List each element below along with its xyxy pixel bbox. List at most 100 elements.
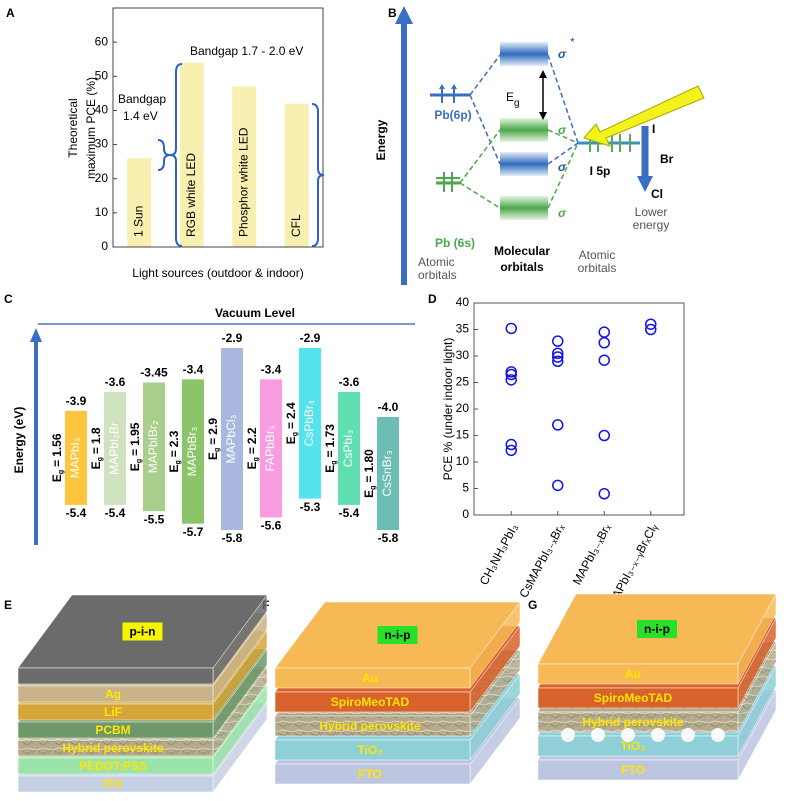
chart-title: Vacuum Level: [215, 306, 295, 320]
molecular-orbital: [500, 42, 548, 66]
bandgap-value: 1.95: [128, 422, 142, 446]
bar: [284, 103, 309, 247]
layer-label: Hybrid perovskite: [582, 715, 684, 729]
layer-label: TiO₂: [620, 739, 645, 753]
value-label: -2.9: [222, 331, 243, 345]
value-label: -3.45: [140, 366, 168, 380]
halide-label: Br: [660, 152, 674, 166]
dashed-line: [469, 94, 501, 165]
point: [505, 374, 517, 386]
value-label: -5.8: [222, 531, 243, 545]
y-axis-label: PCE % (under indoor light): [441, 338, 455, 481]
bandgap-value: 1.56: [50, 433, 64, 457]
annotation: Bandgap: [118, 92, 166, 106]
bandgap-subscript: g: [331, 460, 338, 464]
axis-label: Energy: [374, 119, 388, 160]
x-tick-label: MAPbI₃₋ₓBrₓ: [570, 521, 614, 587]
bandgap-subscript: g: [292, 432, 299, 436]
star-label: *: [570, 35, 575, 49]
layer-label: Au: [625, 667, 641, 681]
sigma-label: σ: [558, 123, 567, 137]
orbital-label: I 5p: [590, 164, 611, 178]
bandgap-symbol: E: [128, 463, 142, 471]
layer-front: [274, 691, 471, 713]
band-bar: [182, 379, 204, 524]
panel-label: D: [428, 292, 437, 306]
architecture-label: n-i-p: [385, 628, 411, 642]
point: [645, 318, 657, 330]
material-label: CsPbI₃: [341, 430, 355, 468]
bar: [127, 158, 152, 247]
bandgap-subscript: g: [253, 457, 260, 461]
bandgap-equals: =: [284, 422, 298, 429]
point: [552, 355, 564, 368]
architecture-badge: [122, 622, 163, 641]
energy-arrowhead: [30, 328, 42, 342]
value-label: -2.9: [300, 331, 321, 345]
y-tick-label: 40: [95, 103, 109, 117]
brace: [157, 139, 171, 171]
layer-front: [274, 715, 471, 737]
layer-front: [537, 759, 739, 781]
value-label: -5.5: [144, 512, 165, 526]
bar: [179, 62, 204, 247]
value-label: -5.6: [261, 519, 282, 533]
brace: [311, 103, 325, 247]
pore: [561, 728, 575, 742]
bandgap-label: Eg = 1.95: [128, 422, 143, 471]
y-axis-label: maximum PCE (%): [84, 77, 98, 179]
band-bar: [260, 379, 282, 518]
layer-label: SpiroMeoTAD: [594, 691, 673, 705]
value-label: -5.4: [66, 506, 87, 520]
layer-front: [17, 757, 214, 775]
layer-label: ITO: [103, 777, 123, 791]
layer-label: PCBM: [95, 723, 130, 737]
y-tick-label: 5: [462, 481, 469, 495]
annotation: 1.4 eV: [123, 109, 158, 123]
diagram-label: energy: [633, 218, 670, 232]
bandgap-value: 1.80: [362, 449, 376, 473]
bandgap-equals: =: [245, 447, 259, 454]
layer-front: [274, 763, 471, 785]
point: [552, 419, 564, 431]
y-tick-label: 0: [462, 507, 469, 521]
y-tick-label: 60: [95, 34, 109, 48]
value-label: -3.4: [183, 363, 204, 377]
value-label: -5.8: [378, 531, 399, 545]
point: [505, 322, 517, 335]
layer-label: SpiroMeoTAD: [331, 695, 410, 709]
layer-label: FTO: [621, 763, 645, 777]
material-label: MAPbI₃: [68, 437, 82, 478]
layer-label: TiO₂: [357, 743, 382, 757]
panel-label: G: [528, 598, 537, 612]
orbital-label: Pb(6p): [434, 108, 471, 122]
material-label: MAPbI₂Br: [107, 422, 121, 475]
value-label: -5.4: [105, 506, 126, 520]
value-label: -5.3: [300, 500, 321, 514]
bandgap-symbol: E: [362, 490, 376, 498]
pore: [681, 728, 695, 742]
layer-label: FTO: [358, 767, 382, 781]
eg-label: Eg: [506, 90, 520, 108]
y-tick-label: 35: [456, 322, 470, 336]
y-tick-label: 20: [456, 401, 470, 415]
point: [552, 479, 564, 492]
layer-front: [537, 687, 739, 709]
dashed-line: [547, 129, 579, 144]
molecular-orbital: [500, 118, 548, 142]
y-tick-label: 20: [95, 171, 109, 185]
bandgap-value: 2.2: [245, 427, 259, 444]
bandgap-subscript: g: [58, 470, 65, 474]
y-tick-label: 15: [456, 428, 470, 442]
incoming-arrow: [583, 85, 705, 147]
molecular-orbital: [500, 196, 548, 220]
value-label: -3.6: [105, 375, 126, 389]
sigma-label: σ: [558, 206, 567, 220]
diagram-label: orbitals: [418, 268, 457, 282]
value-label: -5.4: [339, 506, 360, 520]
y-tick-label: 50: [95, 68, 109, 82]
architecture-badge: [377, 626, 418, 644]
layer-front: [537, 711, 739, 733]
